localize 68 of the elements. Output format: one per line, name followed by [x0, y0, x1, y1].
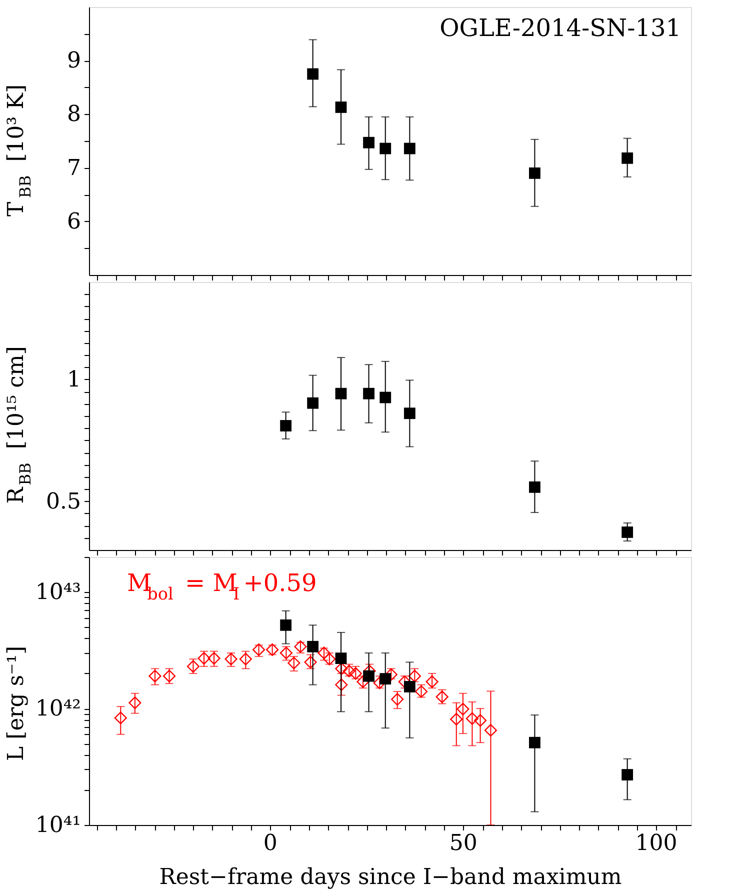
y-axis-title: L [erg s⁻¹] [4, 646, 29, 761]
point [349, 667, 362, 680]
y-tick-label: 6 [67, 209, 81, 234]
point [391, 693, 404, 706]
point [373, 676, 386, 690]
point [280, 619, 292, 631]
y-tick-label: 1 [67, 367, 81, 392]
point [622, 152, 634, 164]
point [529, 736, 540, 748]
y-axis-title: TBB [10³ K] [4, 84, 35, 216]
y-tick-label: 10⁴¹ [35, 813, 81, 838]
point [404, 680, 416, 692]
point [114, 712, 127, 724]
point [342, 664, 356, 678]
point [318, 646, 330, 660]
y-axis-title: RBB [10¹⁵ cm] [4, 346, 35, 504]
y-tick-label: 8 [67, 102, 81, 128]
point [436, 690, 448, 704]
point [239, 652, 252, 666]
x-axis-title: Rest−frame days since I−band maximum [159, 865, 622, 890]
point [335, 652, 347, 664]
point [280, 646, 292, 660]
x-tick-label: 0 [263, 831, 278, 856]
point [384, 668, 398, 681]
point [162, 670, 176, 682]
y-tick-label: 0.5 [46, 489, 81, 514]
point [307, 640, 319, 652]
x-tick-label: 50 [449, 831, 478, 856]
y-tick-label: 9 [67, 48, 81, 74]
point [456, 702, 470, 716]
point [466, 712, 478, 725]
point [356, 675, 370, 688]
point [280, 420, 292, 432]
point [294, 640, 307, 653]
point [252, 643, 266, 656]
point [323, 652, 336, 666]
point [426, 675, 438, 688]
point [288, 656, 300, 670]
point [363, 136, 374, 148]
y-tick-label: 10⁴³ [35, 580, 81, 606]
point [529, 167, 540, 179]
point [335, 678, 348, 692]
y-tick-label: 7 [67, 156, 81, 181]
point [363, 670, 374, 682]
point [622, 769, 634, 780]
point [307, 397, 319, 409]
annotation: OGLE-2014-SN-131 [440, 14, 681, 42]
point [224, 652, 238, 666]
point [148, 670, 162, 682]
point [404, 408, 416, 420]
point [398, 675, 411, 688]
point [408, 670, 421, 682]
point [186, 660, 200, 673]
point [198, 652, 210, 665]
point [484, 724, 498, 737]
x-tick-label: 100 [635, 831, 678, 856]
y-tick-label: 10⁴² [35, 696, 81, 722]
point [266, 643, 279, 656]
point [208, 652, 220, 665]
point [622, 526, 634, 538]
point [450, 712, 463, 726]
point [414, 685, 428, 698]
point [529, 481, 540, 493]
point [304, 656, 317, 668]
point [128, 696, 142, 710]
point [380, 673, 392, 684]
point [474, 714, 487, 727]
point [363, 388, 374, 400]
